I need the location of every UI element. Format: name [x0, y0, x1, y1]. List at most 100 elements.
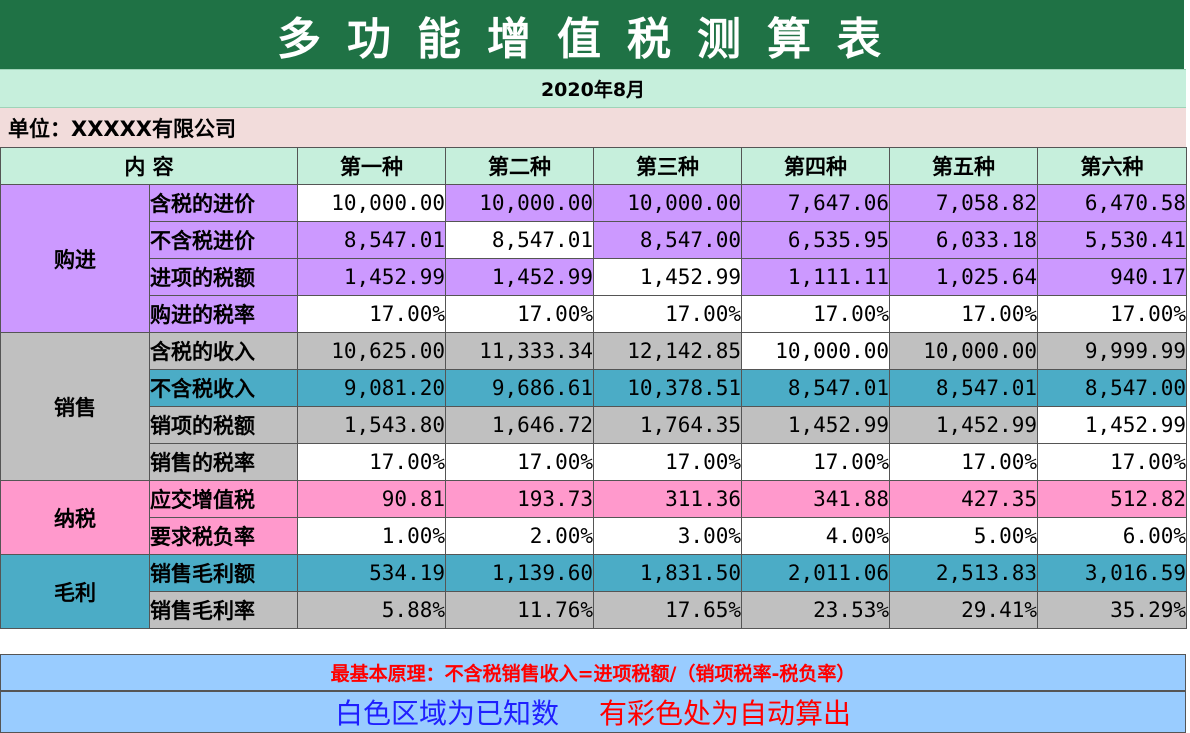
cell[interactable]: 17.00% — [1037, 443, 1187, 481]
cell[interactable]: 2.00% — [445, 517, 594, 555]
cell[interactable]: 17.00% — [445, 443, 594, 481]
cell[interactable]: 17.00% — [297, 295, 446, 333]
cell[interactable]: 11,333.34 — [445, 332, 594, 370]
cell[interactable]: 6,033.18 — [889, 221, 1038, 259]
cell[interactable]: 10,378.51 — [593, 369, 742, 407]
cell[interactable]: 10,000.00 — [741, 332, 890, 370]
cell[interactable]: 35.29% — [1037, 591, 1187, 629]
row-label[interactable]: 含税的进价 — [149, 184, 298, 222]
cell[interactable]: 1,452.99 — [741, 406, 890, 444]
table-row: 销售毛利率 5.88% 11.76% 17.65% 23.53% 29.41% … — [1, 591, 1187, 629]
cell[interactable]: 6,535.95 — [741, 221, 890, 259]
cell[interactable]: 10,000.00 — [889, 332, 1038, 370]
cell[interactable]: 29.41% — [889, 591, 1038, 629]
group-sales[interactable]: 销售 — [0, 332, 150, 481]
cell[interactable]: 1,646.72 — [445, 406, 594, 444]
cell[interactable]: 1,025.64 — [889, 258, 1038, 296]
group-tax[interactable]: 纳税 — [0, 480, 150, 555]
cell[interactable]: 6.00% — [1037, 517, 1187, 555]
cell[interactable]: 17.00% — [593, 443, 742, 481]
cell[interactable]: 9,081.20 — [297, 369, 446, 407]
cell[interactable]: 8,547.00 — [1037, 369, 1187, 407]
cell[interactable]: 10,625.00 — [297, 332, 446, 370]
header-col-5[interactable]: 第五种 — [889, 147, 1038, 185]
cell[interactable]: 3.00% — [593, 517, 742, 555]
cell[interactable]: 5.88% — [297, 591, 446, 629]
cell[interactable]: 9,686.61 — [445, 369, 594, 407]
cell[interactable]: 8,547.01 — [889, 369, 1038, 407]
cell[interactable]: 8,547.01 — [741, 369, 890, 407]
cell[interactable]: 17.00% — [741, 443, 890, 481]
row-label[interactable]: 购进的税率 — [149, 295, 298, 333]
header-col-6[interactable]: 第六种 — [1037, 147, 1187, 185]
cell[interactable]: 1,452.99 — [593, 258, 742, 296]
cell[interactable]: 8,547.00 — [593, 221, 742, 259]
header-col-1[interactable]: 第一种 — [297, 147, 446, 185]
cell[interactable]: 8,547.01 — [445, 221, 594, 259]
table-row: 购进 含税的进价 10,000.00 10,000.00 10,000.00 7… — [0, 184, 1187, 333]
cell[interactable]: 17.00% — [593, 295, 742, 333]
cell[interactable]: 534.19 — [297, 554, 446, 592]
row-label[interactable]: 不含税收入 — [149, 369, 298, 407]
cell[interactable]: 1,139.60 — [445, 554, 594, 592]
cell[interactable]: 311.36 — [593, 480, 742, 518]
cell[interactable]: 10,000.00 — [297, 184, 446, 222]
cell[interactable]: 90.81 — [297, 480, 446, 518]
cell[interactable]: 1,831.50 — [593, 554, 742, 592]
cell[interactable]: 5,530.41 — [1037, 221, 1187, 259]
row-label[interactable]: 销项的税额 — [149, 406, 298, 444]
cell[interactable]: 3,016.59 — [1037, 554, 1187, 592]
cell[interactable]: 6,470.58 — [1037, 184, 1187, 222]
cell[interactable]: 10,000.00 — [445, 184, 594, 222]
cell[interactable]: 8,547.01 — [297, 221, 446, 259]
cell[interactable]: 512.82 — [1037, 480, 1187, 518]
cell[interactable]: 17.00% — [1037, 295, 1187, 333]
cell[interactable]: 23.53% — [741, 591, 890, 629]
row-label[interactable]: 含税的收入 — [149, 332, 298, 370]
cell[interactable]: 17.00% — [889, 443, 1038, 481]
header-col-4[interactable]: 第四种 — [741, 147, 890, 185]
cell[interactable]: 427.35 — [889, 480, 1038, 518]
cell[interactable]: 5.00% — [889, 517, 1038, 555]
row-label[interactable]: 销售毛利率 — [149, 591, 298, 629]
cell[interactable]: 1,111.11 — [741, 258, 890, 296]
cell[interactable]: 1,452.99 — [889, 406, 1038, 444]
cell[interactable]: 7,647.06 — [741, 184, 890, 222]
tax-table: 内 容 第一种 第二种 第三种 第四种 第五种 第六种 购进 含税的进价 10,… — [0, 147, 1187, 629]
cell[interactable]: 9,999.99 — [1037, 332, 1187, 370]
cell[interactable]: 10,000.00 — [593, 184, 742, 222]
cell[interactable]: 11.76% — [445, 591, 594, 629]
cell[interactable]: 1.00% — [297, 517, 446, 555]
cell[interactable]: 17.00% — [741, 295, 890, 333]
header-col-3[interactable]: 第三种 — [593, 147, 742, 185]
cell[interactable]: 940.17 — [1037, 258, 1187, 296]
cell[interactable]: 17.00% — [889, 295, 1038, 333]
cell[interactable]: 7,058.82 — [889, 184, 1038, 222]
cell[interactable]: 1,452.99 — [445, 258, 594, 296]
cell[interactable]: 2,011.06 — [741, 554, 890, 592]
row-label[interactable]: 进项的税额 — [149, 258, 298, 296]
cell[interactable]: 1,452.99 — [1037, 406, 1187, 444]
cell[interactable]: 1,764.35 — [593, 406, 742, 444]
cell[interactable]: 17.65% — [593, 591, 742, 629]
header-content: 内 容 — [0, 147, 298, 185]
cell[interactable]: 12,142.85 — [593, 332, 742, 370]
header-col-2[interactable]: 第二种 — [445, 147, 594, 185]
row-label[interactable]: 不含税进价 — [149, 221, 298, 259]
cell[interactable]: 1,452.99 — [297, 258, 446, 296]
cell[interactable]: 4.00% — [741, 517, 890, 555]
table-row: 要求税负率 1.00% 2.00% 3.00% 4.00% 5.00% 6.00… — [1, 517, 1187, 555]
cell[interactable]: 17.00% — [445, 295, 594, 333]
row-label[interactable]: 销售的税率 — [149, 443, 298, 481]
cell[interactable]: 341.88 — [741, 480, 890, 518]
cell[interactable]: 17.00% — [297, 443, 446, 481]
group-profit[interactable]: 毛利 — [0, 554, 150, 629]
row-label[interactable]: 应交增值税 — [149, 480, 298, 518]
cell[interactable]: 1,543.80 — [297, 406, 446, 444]
cell[interactable]: 2,513.83 — [889, 554, 1038, 592]
group-purchase[interactable]: 购进 — [0, 184, 150, 333]
row-label[interactable]: 销售毛利额 — [149, 554, 298, 592]
legend-auto: 有彩色处为自动算出 — [599, 697, 852, 730]
cell[interactable]: 193.73 — [445, 480, 594, 518]
row-label[interactable]: 要求税负率 — [149, 517, 298, 555]
